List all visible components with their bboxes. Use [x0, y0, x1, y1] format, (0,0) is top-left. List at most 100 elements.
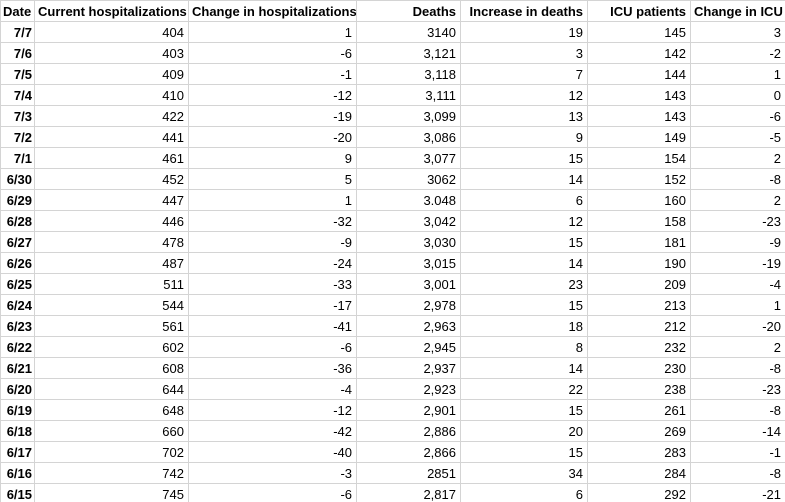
- cell[interactable]: 143: [587, 84, 691, 106]
- cell[interactable]: -5: [690, 126, 785, 148]
- cell[interactable]: 441: [34, 126, 189, 148]
- date-cell[interactable]: 6/20: [0, 378, 35, 400]
- cell[interactable]: 3.048: [356, 189, 461, 211]
- cell[interactable]: 22: [460, 378, 588, 400]
- date-cell[interactable]: 6/21: [0, 357, 35, 379]
- cell[interactable]: 5: [188, 168, 357, 190]
- cell[interactable]: 7: [460, 63, 588, 85]
- cell[interactable]: 269: [587, 420, 691, 442]
- cell[interactable]: -2: [690, 42, 785, 64]
- date-cell[interactable]: 7/2: [0, 126, 35, 148]
- date-cell[interactable]: 7/5: [0, 63, 35, 85]
- cell[interactable]: 3,001: [356, 273, 461, 295]
- cell[interactable]: 213: [587, 294, 691, 316]
- column-header-current-hospitalizations[interactable]: Current hospitalizations: [34, 0, 189, 22]
- cell[interactable]: 447: [34, 189, 189, 211]
- cell[interactable]: 145: [587, 21, 691, 43]
- cell[interactable]: -20: [188, 126, 357, 148]
- cell[interactable]: 14: [460, 357, 588, 379]
- cell[interactable]: 702: [34, 441, 189, 463]
- cell[interactable]: 3: [690, 21, 785, 43]
- cell[interactable]: 12: [460, 84, 588, 106]
- cell[interactable]: 190: [587, 252, 691, 274]
- cell[interactable]: 487: [34, 252, 189, 274]
- cell[interactable]: 3: [460, 42, 588, 64]
- cell[interactable]: 13: [460, 105, 588, 127]
- cell[interactable]: 23: [460, 273, 588, 295]
- cell[interactable]: -8: [690, 462, 785, 484]
- cell[interactable]: -6: [188, 483, 357, 502]
- date-cell[interactable]: 6/15: [0, 483, 35, 502]
- cell[interactable]: 230: [587, 357, 691, 379]
- cell[interactable]: 2,978: [356, 294, 461, 316]
- cell[interactable]: 12: [460, 210, 588, 232]
- cell[interactable]: 452: [34, 168, 189, 190]
- cell[interactable]: -8: [690, 168, 785, 190]
- cell[interactable]: 742: [34, 462, 189, 484]
- cell[interactable]: 144: [587, 63, 691, 85]
- cell[interactable]: 3,015: [356, 252, 461, 274]
- date-cell[interactable]: 6/30: [0, 168, 35, 190]
- cell[interactable]: 3,030: [356, 231, 461, 253]
- cell[interactable]: 6: [460, 189, 588, 211]
- cell[interactable]: 3140: [356, 21, 461, 43]
- cell[interactable]: 232: [587, 336, 691, 358]
- cell[interactable]: 2851: [356, 462, 461, 484]
- cell[interactable]: 15: [460, 231, 588, 253]
- date-cell[interactable]: 6/26: [0, 252, 35, 274]
- cell[interactable]: 2,886: [356, 420, 461, 442]
- cell[interactable]: 1: [188, 21, 357, 43]
- date-cell[interactable]: 6/22: [0, 336, 35, 358]
- cell[interactable]: -1: [188, 63, 357, 85]
- cell[interactable]: -21: [690, 483, 785, 502]
- cell[interactable]: -6: [188, 336, 357, 358]
- cell[interactable]: 478: [34, 231, 189, 253]
- cell[interactable]: 1: [690, 294, 785, 316]
- cell[interactable]: -9: [188, 231, 357, 253]
- cell[interactable]: -20: [690, 315, 785, 337]
- cell[interactable]: -4: [188, 378, 357, 400]
- date-cell[interactable]: 6/29: [0, 189, 35, 211]
- date-cell[interactable]: 7/7: [0, 21, 35, 43]
- cell[interactable]: 648: [34, 399, 189, 421]
- cell[interactable]: 544: [34, 294, 189, 316]
- cell[interactable]: 238: [587, 378, 691, 400]
- cell[interactable]: 422: [34, 105, 189, 127]
- cell[interactable]: -42: [188, 420, 357, 442]
- column-header-change-in-icu[interactable]: Change in ICU: [690, 0, 785, 22]
- cell[interactable]: 644: [34, 378, 189, 400]
- cell[interactable]: 15: [460, 147, 588, 169]
- cell[interactable]: -40: [188, 441, 357, 463]
- date-cell[interactable]: 7/3: [0, 105, 35, 127]
- cell[interactable]: 14: [460, 168, 588, 190]
- cell[interactable]: -9: [690, 231, 785, 253]
- cell[interactable]: 212: [587, 315, 691, 337]
- cell[interactable]: 2: [690, 147, 785, 169]
- cell[interactable]: -32: [188, 210, 357, 232]
- cell[interactable]: 283: [587, 441, 691, 463]
- cell[interactable]: 3,111: [356, 84, 461, 106]
- cell[interactable]: 14: [460, 252, 588, 274]
- cell[interactable]: 446: [34, 210, 189, 232]
- cell[interactable]: -23: [690, 378, 785, 400]
- cell[interactable]: 3,086: [356, 126, 461, 148]
- cell[interactable]: 3,042: [356, 210, 461, 232]
- cell[interactable]: -24: [188, 252, 357, 274]
- cell[interactable]: -3: [188, 462, 357, 484]
- cell[interactable]: 158: [587, 210, 691, 232]
- date-cell[interactable]: 6/18: [0, 420, 35, 442]
- date-cell[interactable]: 7/4: [0, 84, 35, 106]
- cell[interactable]: -17: [188, 294, 357, 316]
- cell[interactable]: 9: [188, 147, 357, 169]
- cell[interactable]: 2,866: [356, 441, 461, 463]
- cell[interactable]: 3,099: [356, 105, 461, 127]
- cell[interactable]: 745: [34, 483, 189, 502]
- cell[interactable]: 461: [34, 147, 189, 169]
- cell[interactable]: -6: [188, 42, 357, 64]
- cell[interactable]: 160: [587, 189, 691, 211]
- column-header-deaths[interactable]: Deaths: [356, 0, 461, 22]
- cell[interactable]: 608: [34, 357, 189, 379]
- cell[interactable]: -6: [690, 105, 785, 127]
- cell[interactable]: 15: [460, 294, 588, 316]
- cell[interactable]: 3,121: [356, 42, 461, 64]
